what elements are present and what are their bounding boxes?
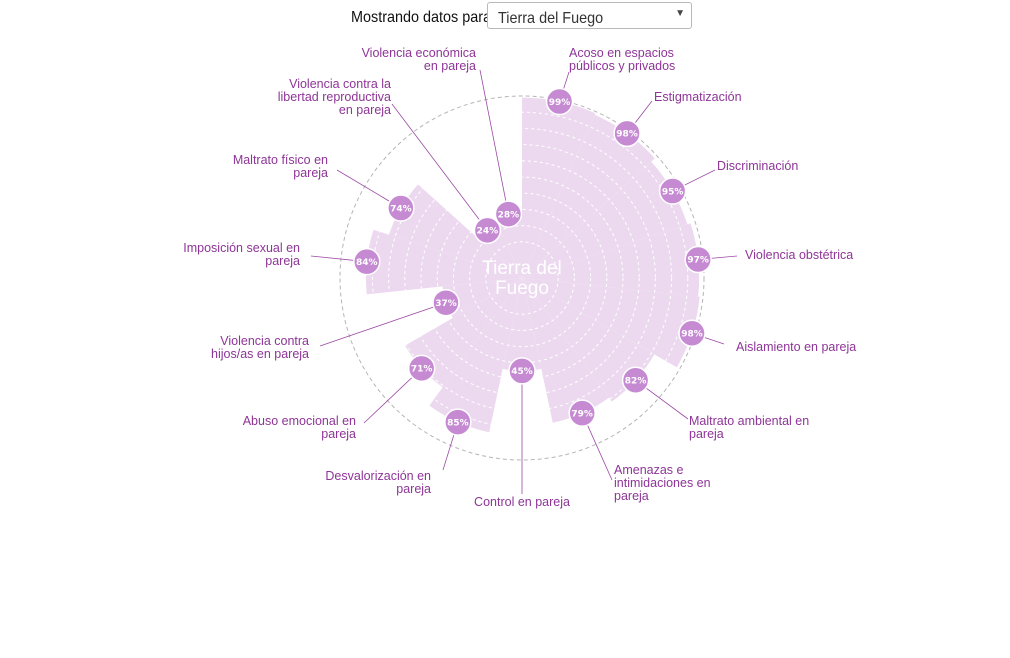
category-label: Amenazas e intimidaciones en pareja (614, 463, 711, 503)
bar-wedge (495, 212, 522, 278)
leader-line (319, 302, 447, 347)
leader-line (391, 103, 488, 231)
value-badge (568, 399, 596, 427)
category-label: Violencia contra hijos/as en pareja (211, 334, 309, 361)
chart-title: Tierra del Fuego (482, 258, 562, 299)
region-selector-label: Mostrando datos para: (351, 9, 496, 26)
value-label: 98% (681, 329, 703, 339)
bar-wedge (502, 278, 542, 371)
grid-ring (404, 160, 640, 396)
value-badge (353, 247, 381, 276)
value-label: 74% (390, 204, 412, 214)
value-badge (407, 354, 436, 383)
value-label: 85% (447, 418, 469, 428)
triangle-down-icon[interactable]: ▼ (675, 8, 685, 19)
category-label: Maltrato físico en pareja (233, 153, 328, 180)
value-badge (678, 319, 706, 347)
value-label: 98% (616, 130, 638, 140)
bar-wedge (522, 97, 596, 279)
chart-marks: 99% Acoso en espacios públicos y privados 9… (183, 46, 856, 509)
category-label: Imposición sexual en pareja (183, 241, 300, 268)
category-label: Acoso en espacios públicos y privados (569, 46, 675, 73)
bar-wedge (522, 223, 700, 297)
category-label: Violencia económica en pareja (362, 46, 476, 73)
category-label: Maltrato ambiental en pareja (689, 414, 809, 441)
category-label: Discriminación (717, 159, 798, 173)
outer-ring (339, 95, 705, 461)
value-label: 28% (498, 210, 520, 220)
value-badge (473, 216, 502, 245)
region-select[interactable]: Tierra del Fuego ▼ (487, 2, 692, 29)
category-label: Estigmatización (654, 90, 742, 104)
value-label: 95% (662, 187, 684, 197)
region-selector-bar: Mostrando datos para: Tierra del Fuego ▼ (0, 0, 1010, 40)
value-badge (494, 200, 523, 228)
grid-ring (469, 225, 575, 331)
bar-wedge (429, 278, 522, 433)
category-label: Violencia obstétrica (745, 248, 853, 262)
category-label: Control en pareja (474, 495, 570, 509)
value-badge (613, 119, 641, 148)
leader-line (479, 69, 509, 215)
bar-wedge (522, 278, 609, 423)
value-label: 84% (356, 258, 378, 268)
value-label: 79% (571, 409, 593, 419)
region-select-value: Tierra del Fuego (498, 10, 604, 27)
value-badge (432, 288, 460, 317)
grid-ring (452, 208, 592, 348)
value-label: 71% (411, 365, 433, 375)
value-badge (508, 357, 536, 385)
category-label: Aislamiento en pareja (736, 340, 856, 354)
value-badge (387, 194, 415, 222)
category-label: Abuso emocional en pareja (243, 414, 356, 441)
category-label: Desvalorización en pareja (325, 469, 431, 496)
grid-ring (485, 241, 559, 315)
value-label: 82% (625, 376, 647, 386)
bar-wedge (388, 184, 522, 278)
bar-wedge (405, 278, 522, 388)
value-label: 99% (549, 98, 571, 108)
grid-ring (388, 144, 656, 412)
value-badge (621, 366, 650, 395)
bar-wedge (522, 278, 655, 402)
value-badge (658, 177, 687, 205)
value-badge (444, 408, 472, 436)
value-label: 97% (687, 256, 709, 266)
value-label: 45% (511, 367, 533, 377)
category-label: Violencia contra la libertad reproductiva… (278, 77, 391, 117)
value-badge (545, 87, 574, 116)
value-label: 24% (477, 227, 499, 237)
value-badge (684, 245, 712, 274)
bar-wedge (442, 278, 522, 318)
bar-wedge (522, 278, 700, 368)
value-label: 37% (435, 299, 457, 309)
